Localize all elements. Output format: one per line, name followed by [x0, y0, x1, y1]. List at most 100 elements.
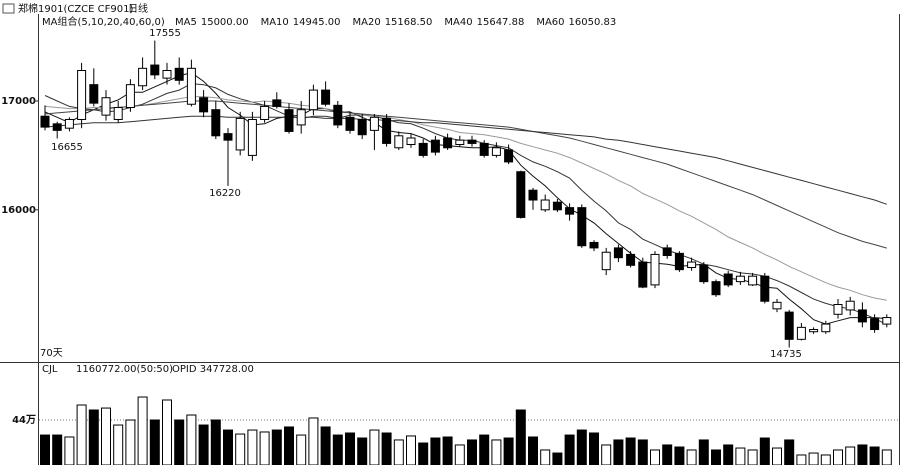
ma-line — [44, 83, 888, 326]
candle-body — [77, 70, 87, 120]
candle-body — [772, 301, 782, 310]
candle-body — [394, 135, 404, 149]
volume-bar — [406, 435, 416, 465]
candle-body — [662, 247, 672, 257]
volume-bar — [625, 437, 636, 465]
candle-body — [577, 207, 587, 247]
period-label: 70天 — [40, 348, 63, 359]
legend-name: MA5 — [175, 17, 197, 28]
volume-bar — [137, 396, 148, 465]
candle-body — [650, 253, 660, 286]
candle-body — [260, 105, 270, 120]
volume-bar — [369, 429, 380, 465]
volume-bar — [271, 429, 282, 465]
volume-bar — [589, 432, 599, 465]
volume-bar — [308, 417, 319, 465]
candle-body — [406, 137, 416, 146]
candle-body — [443, 137, 453, 149]
oi-value: OPID 347728.00 — [172, 364, 254, 375]
volume-bar — [491, 439, 502, 465]
candle-body — [821, 323, 831, 333]
candle-body — [467, 139, 477, 144]
candle-body — [162, 70, 172, 79]
candle-body — [613, 247, 623, 259]
candle-body — [870, 318, 880, 331]
ma-line — [44, 96, 887, 301]
candle-body — [247, 118, 257, 156]
header-icon[interactable] — [2, 3, 15, 14]
candle-body — [626, 253, 636, 266]
candle-body — [199, 97, 209, 113]
candle-body — [687, 261, 697, 268]
period[interactable]: 日线 — [128, 2, 148, 15]
volume-bar — [381, 432, 392, 465]
volume-bar — [259, 431, 270, 465]
volume-bar — [101, 407, 111, 465]
candle-body — [699, 264, 709, 283]
ma-group[interactable]: MA组合(5,10,20,40,60,0) — [42, 15, 165, 28]
volume-bar — [454, 444, 465, 465]
volume-bar — [235, 433, 246, 465]
legend-value: 16050.83 — [569, 17, 617, 28]
volume-bar — [88, 409, 99, 465]
candle-body — [479, 142, 489, 156]
annotation: 16220 — [209, 188, 241, 199]
candle-body — [113, 107, 123, 120]
legend-name: MA40 — [444, 17, 472, 28]
candle-body — [89, 84, 99, 104]
volume-bar — [442, 436, 453, 465]
candle-body — [369, 116, 379, 131]
volume-bar — [162, 399, 172, 465]
volume-bar — [698, 439, 709, 465]
volume-bar — [52, 434, 63, 465]
volume-bar — [650, 449, 660, 465]
legend-name: MA60 — [536, 17, 564, 28]
volume-bar — [686, 449, 697, 465]
volume-bar — [820, 454, 831, 465]
candle-body — [223, 133, 233, 141]
candle-body — [125, 84, 135, 109]
icon[interactable] — [2, 3, 15, 14]
volume-bar — [637, 439, 648, 465]
candle-body — [235, 117, 245, 151]
volume-bar — [210, 419, 221, 465]
volume-bar — [662, 444, 673, 465]
volume-bar — [418, 442, 429, 465]
candle-body — [296, 109, 306, 126]
volume-bar — [113, 424, 124, 465]
candle-body — [174, 67, 184, 81]
volume-bar — [723, 444, 734, 465]
y-tick-label: 16000 — [1, 205, 36, 216]
volume-bar — [515, 409, 526, 465]
candle-body — [211, 109, 221, 137]
volume-bar — [125, 419, 136, 465]
volume-bar — [735, 447, 746, 465]
legend-value: 15647.88 — [477, 17, 525, 28]
candle-body — [748, 275, 758, 286]
candle-body — [64, 118, 74, 129]
volume-bar — [833, 449, 843, 465]
volume-bar — [808, 452, 819, 465]
candle-body — [638, 261, 648, 288]
legend-name: MA20 — [352, 17, 380, 28]
legend-value: 14945.00 — [293, 17, 341, 28]
volume-bar — [40, 434, 50, 465]
candle-body — [284, 109, 294, 132]
candle-body — [723, 273, 733, 286]
candle-body — [357, 118, 367, 136]
volume-bar — [223, 429, 233, 465]
candle-body — [857, 309, 867, 323]
candle-body — [345, 116, 355, 131]
candle-body — [333, 104, 343, 126]
volume-bar — [198, 424, 209, 465]
candle-body — [150, 64, 160, 76]
candle-body — [491, 147, 501, 156]
volume-bar — [430, 437, 441, 465]
candle-body — [321, 89, 331, 105]
volume-label[interactable]: CJL — [42, 364, 58, 375]
volume-bar — [784, 439, 795, 465]
volume-bar — [320, 426, 331, 465]
volume-bar — [674, 446, 685, 465]
annotation: 17555 — [149, 28, 181, 39]
